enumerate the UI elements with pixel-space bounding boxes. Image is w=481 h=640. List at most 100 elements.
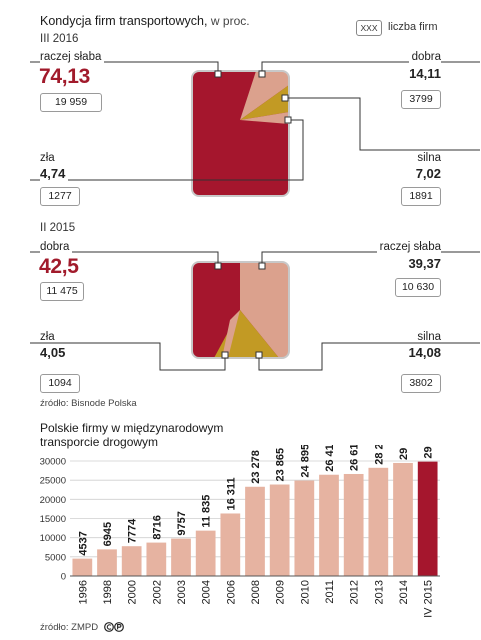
x-tick-label: 1998 — [102, 580, 114, 604]
count-dobra-2015: 11 475 — [40, 282, 84, 301]
count-silna-2016: 1891 — [401, 187, 441, 206]
leader-zla-2015 — [30, 342, 226, 371]
label-dobra-2016: dobra — [408, 51, 441, 63]
label-raczej-slaba-2016: raczej słaba — [40, 51, 105, 63]
marker-dobra-2016 — [258, 70, 266, 78]
pct-zla-2015: 4,05 — [40, 345, 69, 360]
bar — [171, 538, 191, 576]
panel1-graphic — [30, 61, 480, 197]
pct-dobra-2016: 14,11 — [409, 66, 441, 81]
label-silna-2016: silna — [417, 152, 441, 164]
chart-title: Kondycja firm transportowych, w proc. — [40, 14, 250, 28]
x-tick-label: 2014 — [398, 580, 410, 604]
label-zla-2016: zła — [40, 152, 55, 164]
marker-raczej-slaba-2016 — [214, 70, 222, 78]
x-tick-label: 2012 — [349, 580, 361, 604]
y-tick-label: 30000 — [40, 457, 66, 468]
count-dobra-2016: 3799 — [401, 90, 441, 109]
chart-title-unit: w proc. — [210, 14, 250, 28]
slice-raczej-slaba-2015 — [240, 262, 289, 358]
source-bisnode: źródło: Bisnode Polska — [40, 398, 137, 409]
leader-silna-2015 — [258, 342, 480, 371]
label-zla-2015: zła — [40, 331, 55, 343]
label-raczej-slaba-2015: raczej słaba — [376, 241, 441, 253]
count-raczej-slaba-2015: 10 630 — [395, 278, 441, 297]
y-tick-label: 15000 — [40, 514, 66, 525]
bar — [393, 462, 413, 576]
x-tick-label: 2000 — [127, 580, 139, 604]
x-tick-label: 2003 — [176, 580, 188, 604]
leader-zla-2016 — [30, 119, 304, 181]
bar — [417, 461, 438, 576]
bar — [72, 558, 93, 576]
bar — [121, 546, 142, 576]
bar-value-label: 29 833 — [423, 445, 435, 459]
y-tick-label: 0 — [61, 572, 66, 583]
bar — [319, 474, 339, 576]
marker-dobra-2015 — [214, 262, 222, 270]
bar — [368, 467, 389, 576]
pct-dobra-2015: 42,5 — [39, 255, 79, 278]
bar-value-label: 6945 — [102, 522, 114, 546]
bar-chart-title: Polskie firmy w międzynarodowym transpor… — [40, 421, 223, 449]
y-tick-label: 5000 — [45, 552, 66, 563]
label-dobra-2015: dobra — [40, 241, 73, 253]
source-zmpd: źródło: ZMPD — [40, 622, 126, 635]
bar-value-label: 26 418 — [324, 445, 336, 472]
marker-zla-2015 — [221, 351, 229, 359]
bar-value-label: 11 835 — [201, 495, 213, 528]
panel2-graphic — [30, 251, 480, 371]
y-tick-label: 10000 — [40, 533, 66, 544]
bar-value-label: 23 865 — [275, 448, 287, 482]
marker-zla-2016 — [284, 116, 292, 124]
bar — [269, 484, 290, 576]
bar-chart-title-line2: transporcie drogowym — [40, 435, 159, 449]
count-silna-2015: 3802 — [401, 374, 441, 393]
bar — [220, 513, 241, 576]
bar-chart: 30000 25000 20000 15000 10000 5000 0 4537 1996 69… — [40, 445, 440, 618]
leader-silna-2016 — [285, 97, 480, 151]
bar-value-label: 24 895 — [299, 445, 311, 478]
pct-zla-2016: 4,74 — [40, 166, 69, 181]
bar — [195, 530, 216, 576]
x-tick-label: 2009 — [275, 580, 287, 604]
leader-dobra-2015 — [30, 251, 219, 266]
panel1-pie — [192, 71, 289, 196]
x-tick-label: 1996 — [77, 580, 89, 604]
copyright-logo-icon — [103, 622, 126, 635]
x-tick-label: 2006 — [225, 580, 237, 604]
slice-zla-2015 — [222, 310, 240, 358]
legend-label: liczba firm — [388, 21, 438, 33]
panel2-pie — [192, 262, 289, 358]
count-raczej-slaba-2016: 19 959 — [40, 93, 102, 112]
chart-title-text: Kondycja firm transportowych, — [40, 14, 208, 28]
x-tick-label: 2011 — [324, 580, 336, 604]
bar-value-label: 7774 — [127, 518, 139, 543]
panel2-period: II 2015 — [40, 222, 76, 234]
bar-value-label: 4537 — [77, 531, 89, 555]
count-zla-2015: 1094 — [40, 374, 80, 393]
x-tick-label: 2008 — [250, 580, 262, 604]
panel1-period: III 2016 — [40, 33, 79, 45]
pct-raczej-slaba-2016: 74,13 — [39, 65, 91, 88]
panel2-frame — [191, 261, 290, 359]
pct-raczej-slaba-2015: 39,37 — [408, 256, 441, 271]
bar-value-label: 26 614 — [349, 445, 361, 471]
bar-value-label: 9757 — [176, 511, 188, 535]
x-tick-label: 2004 — [201, 580, 213, 604]
bar — [343, 473, 364, 576]
x-tick-label: 2002 — [151, 580, 163, 604]
x-tick-label: IV 2015 — [423, 580, 435, 618]
bar — [294, 480, 315, 576]
bar-value-label: 16 311 — [225, 477, 237, 510]
leader-raczej-slaba-2015 — [261, 251, 480, 266]
bar — [146, 542, 167, 576]
marker-silna-2015 — [255, 351, 263, 359]
pct-silna-2015: 14,08 — [408, 345, 441, 360]
pct-silna-2016: 7,02 — [415, 166, 441, 181]
bar-chart-title-line1: Polskie firmy w międzynarodowym — [40, 421, 224, 435]
count-zla-2016: 1277 — [40, 187, 80, 206]
x-tick-label: 2013 — [373, 580, 385, 604]
marker-silna-2016 — [281, 94, 289, 102]
bar — [97, 549, 117, 576]
